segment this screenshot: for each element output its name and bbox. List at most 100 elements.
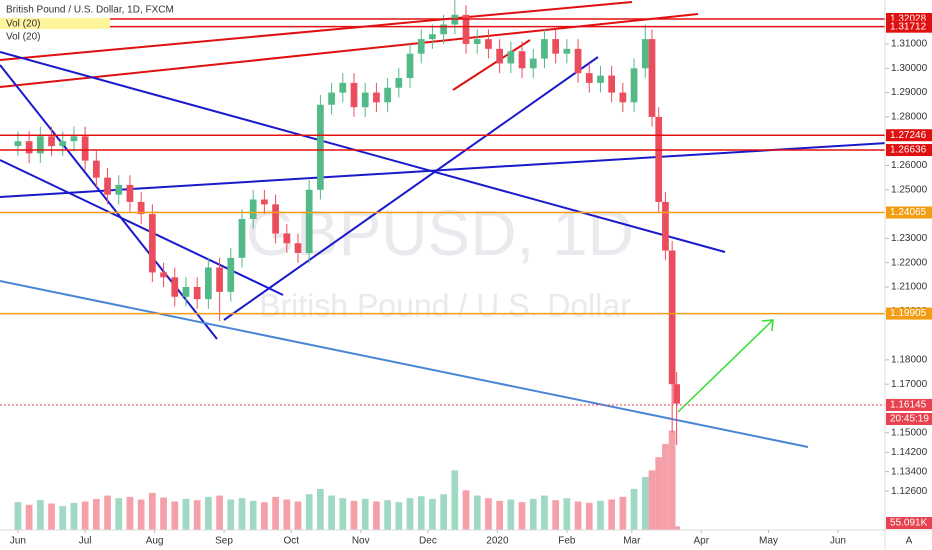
- volume-bar: [662, 443, 669, 530]
- volume-bar: [182, 498, 190, 530]
- volume-bar: [104, 495, 111, 530]
- y-tick-label: 1.14200: [891, 447, 928, 458]
- candle-body: [406, 53, 414, 79]
- candle-body: [182, 286, 190, 297]
- volume-bar: [648, 470, 656, 530]
- volume-bar: [205, 496, 212, 530]
- trendline: [0, 64, 218, 340]
- candle-body: [648, 39, 656, 117]
- level-label: 1.31712: [890, 21, 927, 32]
- volume-bar: [608, 499, 616, 530]
- level-label: 1.26636: [890, 145, 927, 156]
- candle-body: [673, 384, 680, 404]
- volume-bar: [115, 498, 123, 530]
- indicator-label: Vol (20): [6, 19, 40, 30]
- volume-bar: [619, 496, 627, 530]
- candle-body: [529, 58, 537, 69]
- x-tick-label: Apr: [693, 536, 709, 547]
- volume-bar: [541, 495, 548, 530]
- volume-bar: [518, 502, 526, 530]
- candle-body: [507, 51, 515, 64]
- volume-bar: [59, 506, 67, 530]
- volume-bar: [36, 500, 44, 530]
- candle-body: [361, 92, 369, 108]
- candle-body: [462, 14, 470, 44]
- candle-body: [440, 24, 447, 35]
- candle-body: [317, 104, 324, 190]
- volume-bar: [451, 470, 459, 530]
- level-label: 1.24065: [890, 207, 927, 218]
- volume-bar: [473, 495, 481, 530]
- candle-body: [541, 39, 548, 59]
- x-tick-label: Jun: [10, 536, 26, 547]
- candle-body: [249, 199, 257, 219]
- x-tick-label: Oct: [283, 536, 299, 547]
- candle-body: [641, 39, 649, 69]
- volume-bar: [70, 502, 78, 530]
- trendline: [223, 56, 599, 321]
- chart-title: British Pound / U.S. Dollar, 1D, FXCM: [6, 5, 174, 16]
- volume-bar: [440, 494, 447, 530]
- y-tick-label: 1.30000: [891, 63, 928, 74]
- candle-body: [384, 87, 391, 103]
- candle-body: [563, 48, 571, 54]
- countdown-tag: [886, 412, 932, 425]
- level-label: 1.32028: [890, 14, 927, 25]
- volume-bar: [317, 488, 324, 530]
- x-tick-label: Nov: [352, 536, 370, 547]
- volume-bar: [261, 502, 268, 530]
- x-tick-label: Aug: [146, 536, 164, 547]
- candle-body: [339, 82, 347, 93]
- candle-body: [48, 136, 55, 147]
- volume-bar: [249, 500, 257, 530]
- level-tag: [886, 307, 932, 320]
- candle-body: [485, 39, 492, 49]
- volume-bar: [283, 499, 291, 530]
- volume-bar: [417, 496, 425, 530]
- volume-bar: [630, 488, 638, 530]
- trendline: [0, 142, 885, 198]
- y-tick-label: 1.23000: [891, 233, 928, 244]
- candle-body: [70, 136, 78, 142]
- y-tick-label: 1.25000: [891, 184, 928, 195]
- y-tick-label: 1.31000: [891, 39, 928, 50]
- volume-bar: [655, 457, 663, 530]
- candle-body: [25, 141, 33, 154]
- trendline: [452, 39, 531, 91]
- volume-bar: [395, 502, 403, 530]
- candle-body: [171, 277, 179, 297]
- candle-body: [373, 92, 380, 103]
- volume-bar: [384, 500, 391, 530]
- volume-bar: [485, 498, 492, 530]
- candle-body: [518, 51, 526, 69]
- volume-bar: [227, 499, 235, 530]
- x-tick-label: Jun: [830, 536, 846, 547]
- volume-bar: [574, 501, 582, 530]
- candle-body: [305, 189, 313, 253]
- candle-body: [668, 250, 676, 385]
- volume-bar: [406, 498, 414, 530]
- candle-body: [272, 204, 279, 234]
- auto-scale-button[interactable]: A: [906, 536, 913, 547]
- x-tick-label: Jul: [79, 536, 92, 547]
- y-tick-label: 1.15000: [891, 427, 928, 438]
- candle-body: [148, 214, 156, 273]
- x-tick-label: Sep: [215, 536, 233, 547]
- y-tick-label: 1.12600: [891, 486, 928, 497]
- volume-bar: [673, 526, 680, 530]
- candle-body: [104, 177, 111, 195]
- countdown-label: 20:45:19: [890, 414, 929, 425]
- level-tag: [886, 13, 932, 26]
- axes: 1.31000 1.30000 1.29000 1.28000 1.26000 1.250…: [10, 13, 932, 547]
- candle-body: [92, 160, 100, 178]
- volume-bar: [193, 500, 201, 530]
- candle-body: [36, 136, 44, 154]
- candle-body: [261, 199, 268, 205]
- candle-body: [552, 39, 560, 54]
- y-tick-label: 1.21000: [891, 282, 928, 293]
- volume-bar: [148, 492, 156, 530]
- volume-bar: [529, 498, 537, 530]
- candle-body: [429, 34, 436, 40]
- volume-bar: [552, 500, 560, 530]
- volume-bar: [507, 499, 515, 530]
